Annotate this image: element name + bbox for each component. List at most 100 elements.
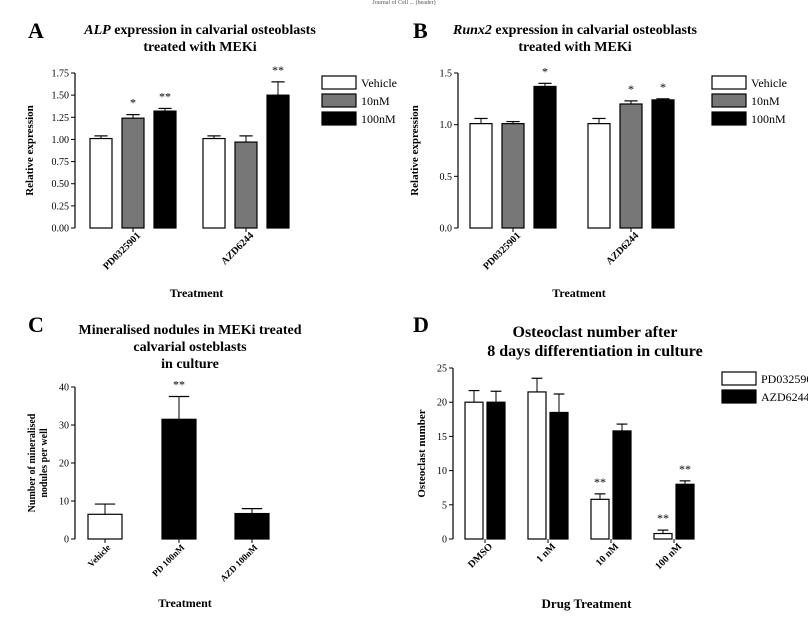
panel-d-y-tick-label: 15 <box>437 432 447 443</box>
panel-c-y-tick-label: 10 <box>59 497 69 508</box>
panel-a-y-tick-label: 0.50 <box>52 179 70 190</box>
panel-c-y-tick-label: 30 <box>59 421 69 432</box>
panel-a-significance: ** <box>272 63 284 77</box>
panel-d-y-tick-label: 0 <box>442 535 447 546</box>
panel-d-y-tick-label: 25 <box>437 364 447 375</box>
panel-b-legend-swatch <box>711 111 747 126</box>
panel-b-bar-10nm <box>619 103 643 229</box>
panel-b-bar-vehicle <box>469 123 493 229</box>
panel-b-y-tick-label: 1.5 <box>440 69 453 80</box>
panel-d-bar-pd0325901 <box>653 532 673 540</box>
panel-b-legend-label: 10nM <box>751 94 780 108</box>
panel-b-bar-100nm <box>651 99 675 229</box>
panel-d-significance: ** <box>657 511 669 525</box>
panel-letter-b: B <box>413 18 428 43</box>
panel-b-x-tick-label: PD0325901 <box>481 230 523 272</box>
panel-d-bar-azd6244 <box>486 401 506 540</box>
panel-b-bar-vehicle <box>587 123 611 229</box>
panel-c-y-tick-label: 40 <box>59 383 69 394</box>
panel-c-bar-item-0 <box>87 513 123 540</box>
panel-d-bar-pd0325901 <box>464 401 484 540</box>
panel-d-x-tick-label: 100 nM <box>653 541 684 572</box>
panel-a-bar-vehicle <box>202 137 226 229</box>
panel-b-legend-label: 100nM <box>751 112 786 126</box>
panel-a-y-tick-label: 0.75 <box>52 157 70 168</box>
panel-d-legend-label: PD0325901 <box>761 372 808 386</box>
panel-b-legend-swatch <box>711 93 747 108</box>
panel-a-x-tick-label: AZD6244 <box>219 230 256 267</box>
panel-a-significance: ** <box>159 89 171 103</box>
panel-c-title-line3: in culture <box>161 357 219 372</box>
panel-b-significance: * <box>660 80 666 94</box>
page-header: Journal of Cell ... (header) <box>372 0 436 6</box>
panel-a-bar-100nm <box>266 94 290 229</box>
panel-a-significance: * <box>130 96 136 110</box>
panel-d-x-tick-label: 1 nM <box>534 541 558 565</box>
panel-d-legend-label: AZD6244 <box>761 390 808 404</box>
panel-b-title-gene: Runx2 <box>453 23 492 38</box>
panel-c-title: Mineralised nodules in MEKi treated calv… <box>60 322 320 373</box>
panel-a-legend-label: Vehicle <box>361 76 397 90</box>
panel-a-title: ALP expression in calvarial osteoblasts … <box>50 22 350 56</box>
panel-d-bar-azd6244 <box>612 430 632 540</box>
panel-d-y-tick-label: 5 <box>442 500 447 511</box>
panel-a-y-tick-label: 0.00 <box>52 224 70 235</box>
panel-c-title-line2: calvarial osteblasts <box>133 340 247 355</box>
panel-b-y-label: Relative expression <box>409 105 421 196</box>
panel-letter-c: C <box>28 312 44 337</box>
panel-a-legend-label: 100nM <box>361 112 396 126</box>
panel-letter-a: A <box>28 18 44 43</box>
panel-a-bar-10nm <box>234 141 258 229</box>
panel-d-bar-pd0325901 <box>590 498 610 540</box>
panel-c-bar-item-2 <box>234 512 270 540</box>
panel-a-legend-swatch <box>321 75 357 90</box>
panel-d-legend-swatch <box>721 389 757 404</box>
panel-a-bar-vehicle <box>89 137 113 229</box>
panel-d-y-label: Osteoclast number <box>416 409 428 497</box>
panel-d-y-tick-label: 10 <box>437 466 447 477</box>
panel-a-y-tick-label: 0.25 <box>52 201 70 212</box>
panel-c-x-label: Treatment <box>158 596 212 610</box>
panel-letter-d: D <box>413 312 429 337</box>
panel-d-significance: ** <box>679 462 691 476</box>
panel-b-y-tick-label: 0.5 <box>440 172 453 183</box>
panel-a-legend-swatch <box>321 111 357 126</box>
panel-c-x-tick-label: PD 100nM <box>150 542 187 579</box>
panel-c-y-tick-label: 0 <box>64 535 69 546</box>
panel-d-x-label: Drug Treatment <box>542 596 633 611</box>
panel-a-legend-label: 10nM <box>361 94 390 108</box>
panel-a-y-label: Relative expression <box>24 105 36 196</box>
panel-b-legend-label: Vehicle <box>751 76 787 90</box>
panel-d-title-line1: Osteoclast number after <box>512 324 678 341</box>
panel-b-significance: * <box>542 64 548 78</box>
panel-b-title-line2: treated with MEKi <box>518 40 632 55</box>
panel-b-title: Runx2 expression in calvarial osteoblast… <box>430 22 720 56</box>
panel-b-legend-swatch <box>711 75 747 90</box>
panel-c-bar-item-1 <box>161 418 197 540</box>
panel-d-bar-azd6244 <box>549 411 569 540</box>
panel-d-x-tick-label: DMSO <box>466 541 495 570</box>
panel-c-title-line1: Mineralised nodules in MEKi treated <box>78 323 302 338</box>
panel-c-x-tick-label: Vehicle <box>86 542 113 569</box>
panel-d-significance: ** <box>594 475 606 489</box>
panel-c-significance: ** <box>173 378 185 392</box>
panel-d-title: Osteoclast number after 8 days different… <box>445 323 745 361</box>
panel-c-x-tick-label: AZD 100nM <box>218 542 260 584</box>
panel-a-legend-swatch <box>321 93 357 108</box>
panel-a-bar-10nm <box>121 117 145 229</box>
panel-a-y-tick-label: 1.00 <box>52 135 70 146</box>
panel-a-title-rest: expression in calvarial osteoblasts <box>110 23 316 38</box>
panel-c-y-tick-label: 20 <box>59 459 69 470</box>
panel-c-y-label-line1: Number of mineralised <box>27 413 38 512</box>
panel-a-x-label: Treatment <box>170 286 224 300</box>
panel-b-bar-100nm <box>533 85 557 229</box>
panel-a-y-tick-label: 1.75 <box>52 69 70 80</box>
panel-a-title-line2: treated with MEKi <box>143 40 257 55</box>
panel-c-y-label-line2: nodules per well <box>39 428 50 497</box>
panel-a-x-tick-label: PD0325901 <box>101 230 143 272</box>
panel-d-bar-pd0325901 <box>527 391 547 540</box>
panel-d-y-tick-label: 20 <box>437 398 447 409</box>
panel-a-title-gene: ALP <box>84 23 111 38</box>
panel-b-x-label: Treatment <box>552 286 606 300</box>
